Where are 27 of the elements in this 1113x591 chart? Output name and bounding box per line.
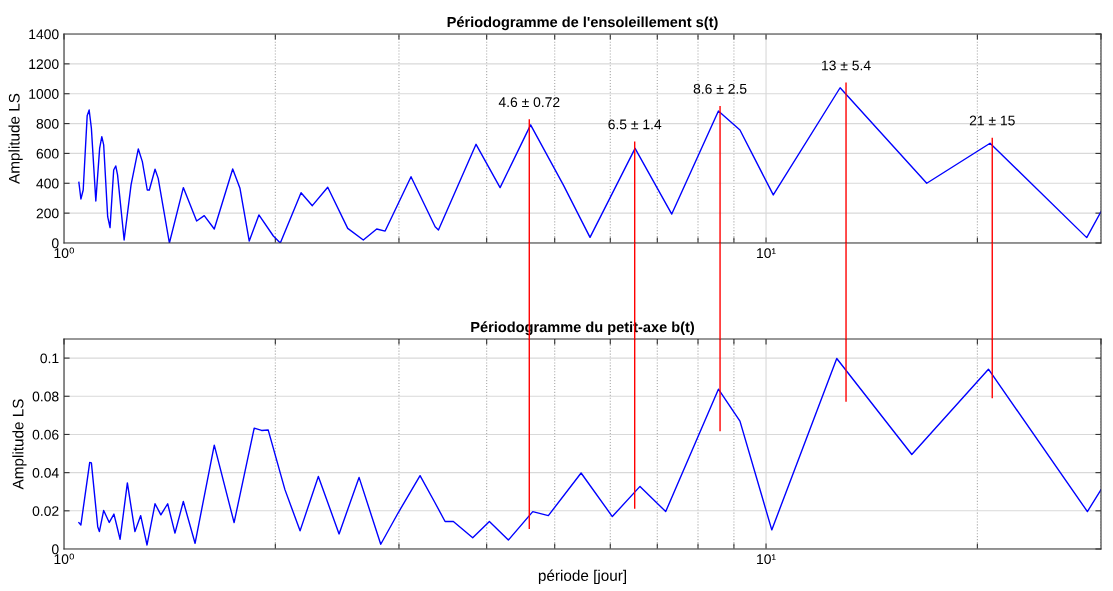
y-tick-label: 0.02 bbox=[32, 506, 59, 516]
x-tick-label: 10⁰ bbox=[54, 553, 75, 565]
y-tick-label: 0 bbox=[51, 544, 59, 555]
y-tick-label: 1400 bbox=[29, 29, 59, 40]
y-axis-title: Amplitude LS bbox=[8, 93, 23, 184]
y-tick-label: 800 bbox=[36, 118, 59, 129]
y-tick-label: 0.06 bbox=[32, 429, 59, 440]
y-tick-label: 1000 bbox=[29, 89, 59, 99]
y-tick-label: 0.04 bbox=[32, 467, 59, 478]
y-tick-label: 400 bbox=[36, 178, 59, 189]
y-tick-label: 600 bbox=[36, 148, 59, 159]
annotation: 8.6 ± 2.5 bbox=[693, 83, 747, 94]
annotation: 21 ± 15 bbox=[969, 115, 1015, 126]
chart-title: Périodogramme de l'ensoleillement s(t) bbox=[447, 16, 718, 31]
x-tick-label: 10¹ bbox=[757, 248, 776, 259]
y-tick-label: 0.08 bbox=[32, 391, 59, 402]
y-tick-label: 200 bbox=[36, 208, 59, 219]
annotation: 13 ± 5.4 bbox=[822, 60, 871, 71]
x-tick-label: 10¹ bbox=[757, 554, 776, 565]
y-tick-label: 0 bbox=[51, 238, 59, 249]
y-tick-label: 0.1 bbox=[40, 353, 59, 364]
x-tick-label: 10⁰ bbox=[54, 247, 75, 259]
y-axis-title: Amplitude LS bbox=[12, 399, 27, 490]
annotation: 6.5 ± 1.4 bbox=[608, 119, 662, 130]
x-axis-title: période [jour] bbox=[538, 569, 626, 585]
annotation: 4.6 ± 0.72 bbox=[498, 97, 560, 108]
y-tick-label: 1200 bbox=[29, 59, 59, 70]
